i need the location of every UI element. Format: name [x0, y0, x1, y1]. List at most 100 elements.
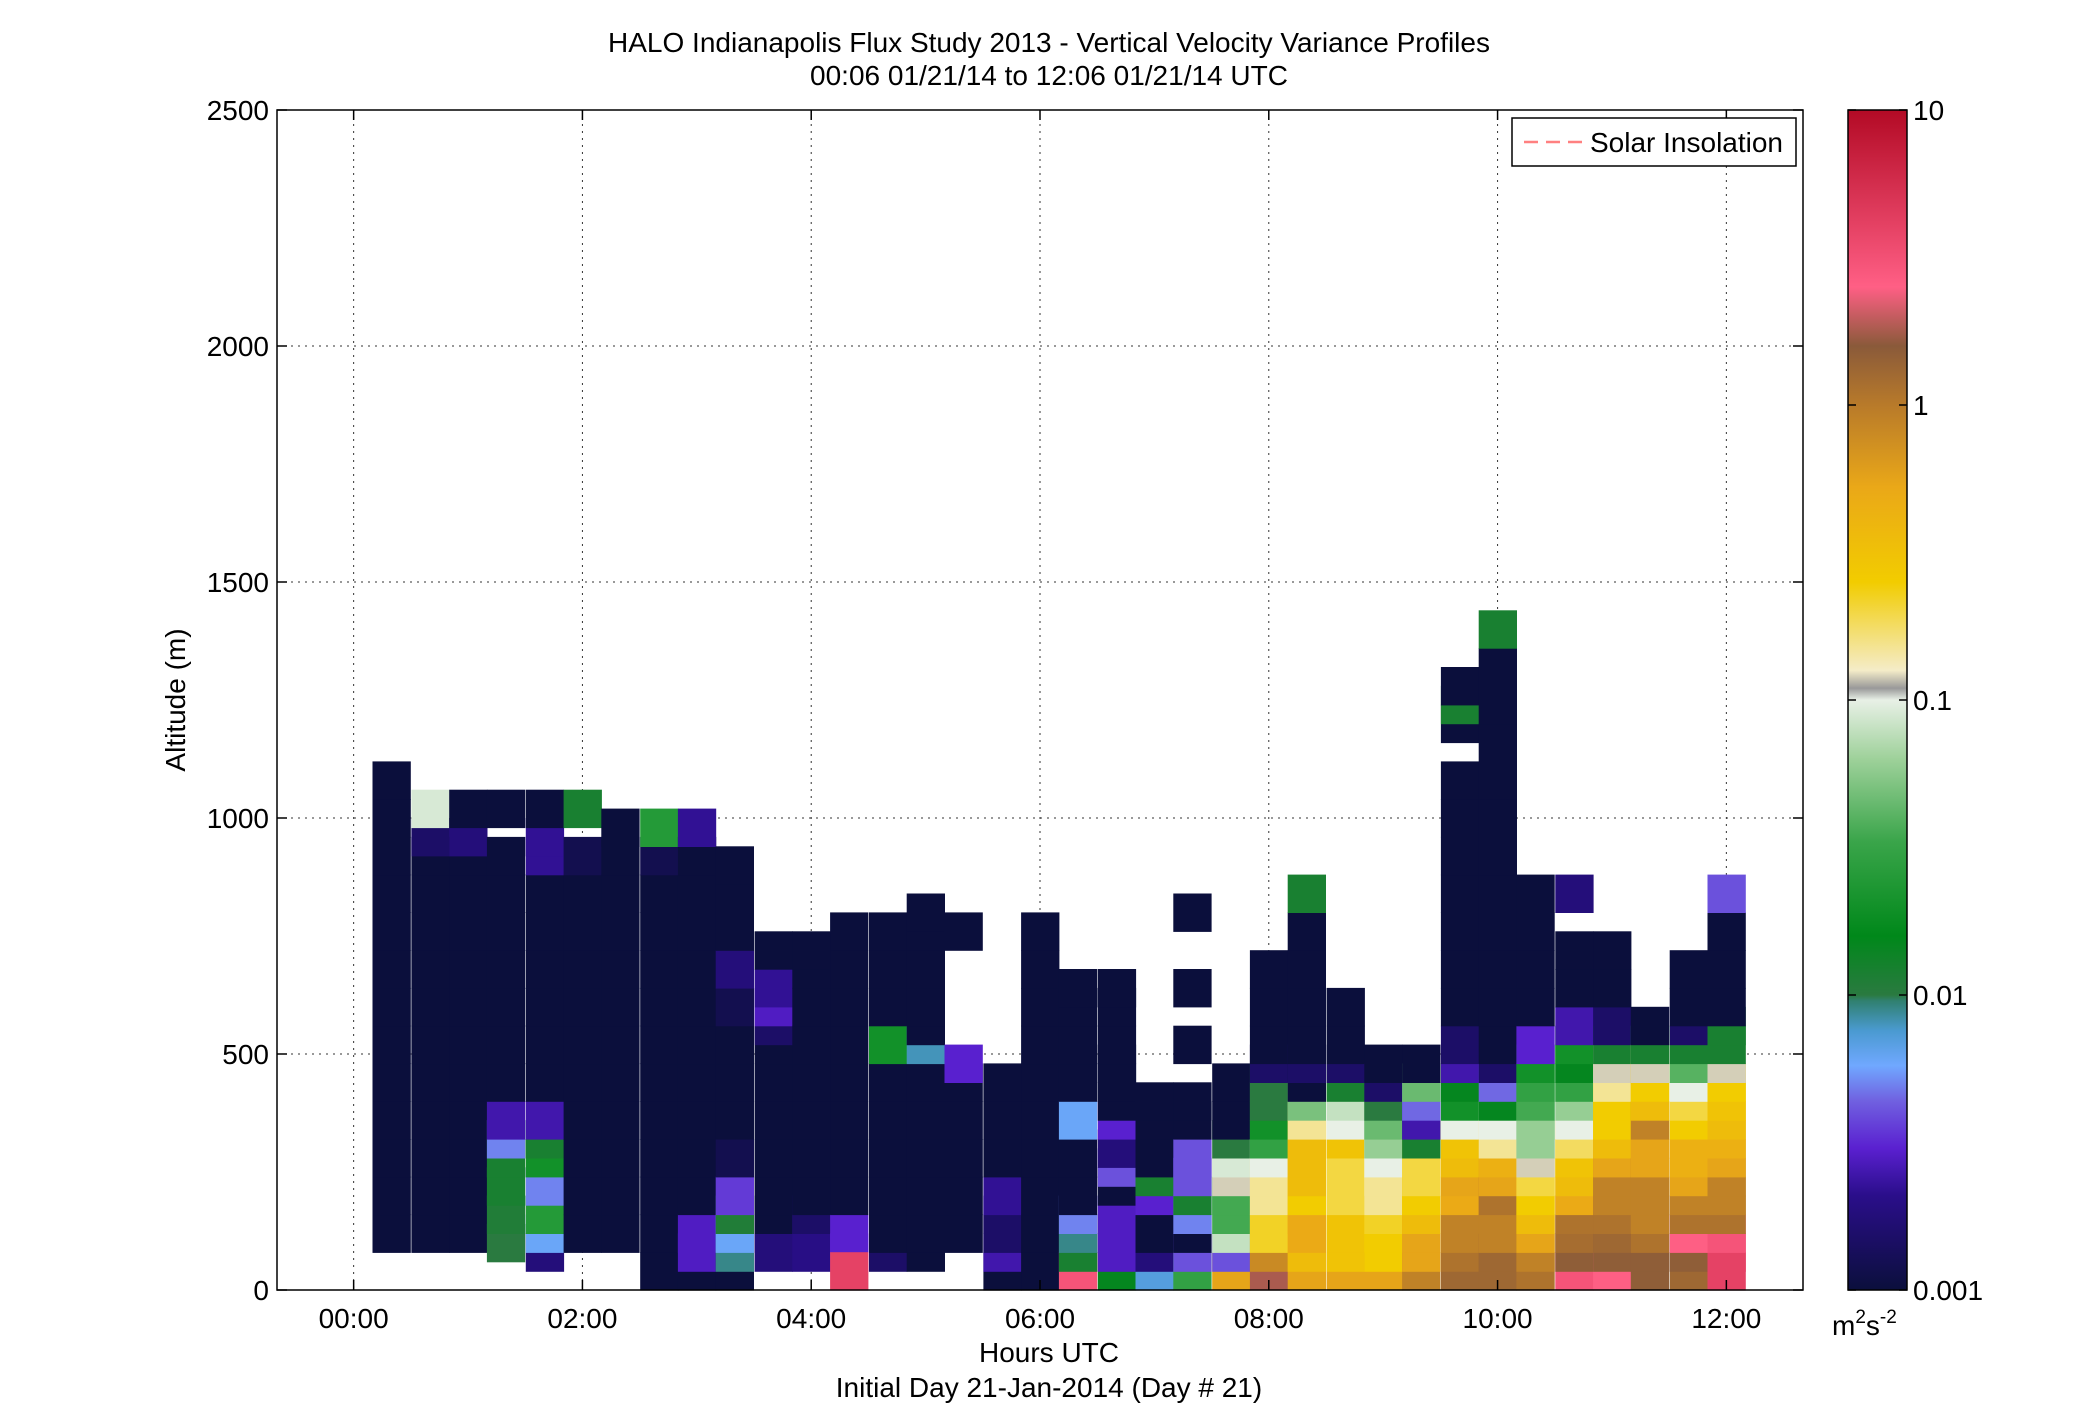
- heatmap-cell: [1555, 1006, 1594, 1046]
- heatmap-cell: [792, 987, 831, 1027]
- heatmap-cell: [1440, 667, 1480, 706]
- heatmap-cell: [1707, 912, 1746, 951]
- heatmap-cell: [640, 912, 679, 951]
- heatmap-cell: [372, 987, 411, 1027]
- heatmap-cell: [486, 1063, 526, 1102]
- colorbar-units: m2s-2: [1832, 1307, 1897, 1341]
- heatmap-cell: [1097, 969, 1137, 1008]
- heatmap-cell: [486, 1025, 526, 1065]
- legend-label-solar: Solar Insolation: [1590, 127, 1783, 158]
- heatmap-cell: [1287, 874, 1326, 913]
- heatmap-cell: [449, 1101, 488, 1140]
- heatmap-cell: [1440, 761, 1480, 800]
- y-tick-label: 1000: [207, 803, 269, 834]
- heatmap-cell: [715, 1063, 754, 1102]
- colorbar-tick-label: 1: [1913, 390, 1929, 421]
- chart-subtitle: 00:06 01/21/14 to 12:06 01/21/14 UTC: [810, 60, 1288, 91]
- heatmap-cell: [1516, 987, 1555, 1027]
- heatmap-cell: [411, 874, 450, 913]
- heatmap-cell: [869, 912, 908, 951]
- x-axis-ticks: 00:00 02:00 04:00 06:00 08:00 10:00 12:00: [319, 110, 1761, 1334]
- heatmap-cell: [1516, 912, 1555, 951]
- heatmap-cell: [486, 1101, 526, 1140]
- heatmap-cell: [1021, 1025, 1060, 1065]
- heatmap-cell: [525, 1101, 565, 1140]
- heatmap-cell: [869, 1101, 908, 1140]
- heatmap-cell: [372, 836, 411, 876]
- heatmap-cell: [830, 912, 869, 951]
- heatmap-cell: [1058, 969, 1098, 1008]
- heatmap-cell: [1478, 761, 1517, 800]
- heatmap-cell: [1287, 912, 1326, 951]
- heatmap-cell: [830, 1063, 869, 1102]
- heatmap-cell: [906, 1176, 945, 1216]
- heatmap-cell: [1707, 950, 1746, 989]
- heatmap-cell: [1135, 1214, 1174, 1253]
- heatmap-cell: [1478, 836, 1517, 876]
- colorbar-ticks: 0.001 0.01 0.1 1 10: [1848, 95, 1983, 1306]
- heatmap-cell: [1021, 1176, 1060, 1216]
- heatmap-cell: [830, 1252, 869, 1291]
- heatmap-cell: [830, 1214, 869, 1253]
- heatmap-cell: [525, 987, 565, 1027]
- heatmap-cell: [411, 912, 450, 951]
- heatmap-cell: [754, 1139, 793, 1178]
- heatmap-cell: [1440, 836, 1480, 876]
- heatmap-cell: [640, 987, 679, 1027]
- heatmap-cell: [411, 950, 450, 989]
- legend: Solar Insolation: [1511, 117, 1797, 167]
- heatmap-cell: [1555, 969, 1594, 1008]
- heatmap-cell: [1173, 1139, 1212, 1178]
- heatmap-cell: [1249, 950, 1289, 989]
- heatmap-cell: [1135, 1082, 1174, 1121]
- heatmap-cell: [1440, 874, 1480, 913]
- heatmap-cell: [563, 1063, 602, 1102]
- heatmap-cell: [525, 912, 565, 951]
- colorbar: 0.001 0.01 0.1 1 10 m2s-2: [1832, 95, 1983, 1341]
- heatmap-cell: [1440, 950, 1480, 989]
- heatmap-cell: [830, 1176, 869, 1216]
- heatmap-cell: [1478, 1025, 1517, 1065]
- colorbar-tick-label: 10: [1913, 95, 1944, 126]
- heatmap-cell: [1478, 987, 1517, 1027]
- y-tick-label: 0: [253, 1275, 269, 1306]
- heatmap-cell: [1516, 950, 1555, 989]
- heatmap-cell: [677, 1176, 717, 1216]
- heatmap-cell: [906, 987, 945, 1027]
- y-axis-label: Altitude (m): [160, 628, 191, 771]
- heatmap-cell: [640, 1063, 679, 1102]
- heatmap-cell: [906, 1063, 945, 1102]
- heatmap-cell: [677, 808, 717, 847]
- heatmap-cell: [792, 1063, 831, 1102]
- heatmap-cell: [640, 1176, 679, 1216]
- heatmap-cells: [372, 610, 1746, 1291]
- heatmap-cell: [372, 761, 411, 800]
- heatmap-cell: [411, 1101, 450, 1140]
- heatmap-cell: [449, 1176, 488, 1216]
- heatmap-cell: [601, 1176, 640, 1216]
- heatmap-cell: [640, 808, 679, 847]
- heatmap-cell: [486, 789, 526, 829]
- heatmap-cell: [1478, 950, 1517, 989]
- heatmap-cell: [715, 1139, 754, 1178]
- y-tick-label: 500: [222, 1039, 269, 1070]
- heatmap-cell: [449, 912, 488, 951]
- colorbar-tick-label: 0.01: [1913, 980, 1968, 1011]
- heatmap-cell: [1669, 987, 1708, 1027]
- heatmap-cell: [1555, 931, 1594, 970]
- heatmap-cell: [677, 874, 717, 913]
- heatmap-cell: [1478, 912, 1517, 951]
- heatmap-cell: [754, 1101, 793, 1140]
- heatmap-cell: [563, 789, 602, 829]
- heatmap-cell: [715, 1101, 754, 1140]
- heatmap-cell: [449, 1214, 488, 1253]
- heatmap-cell: [1516, 874, 1555, 913]
- heatmap-cell: [525, 950, 565, 989]
- heatmap-cell: [1707, 874, 1746, 913]
- heatmap-cell: [715, 912, 754, 951]
- heatmap-cell: [411, 1063, 450, 1102]
- heatmap-cell: [601, 1214, 640, 1253]
- heatmap-cell: [1478, 874, 1517, 913]
- heatmap-cell: [1097, 1025, 1137, 1065]
